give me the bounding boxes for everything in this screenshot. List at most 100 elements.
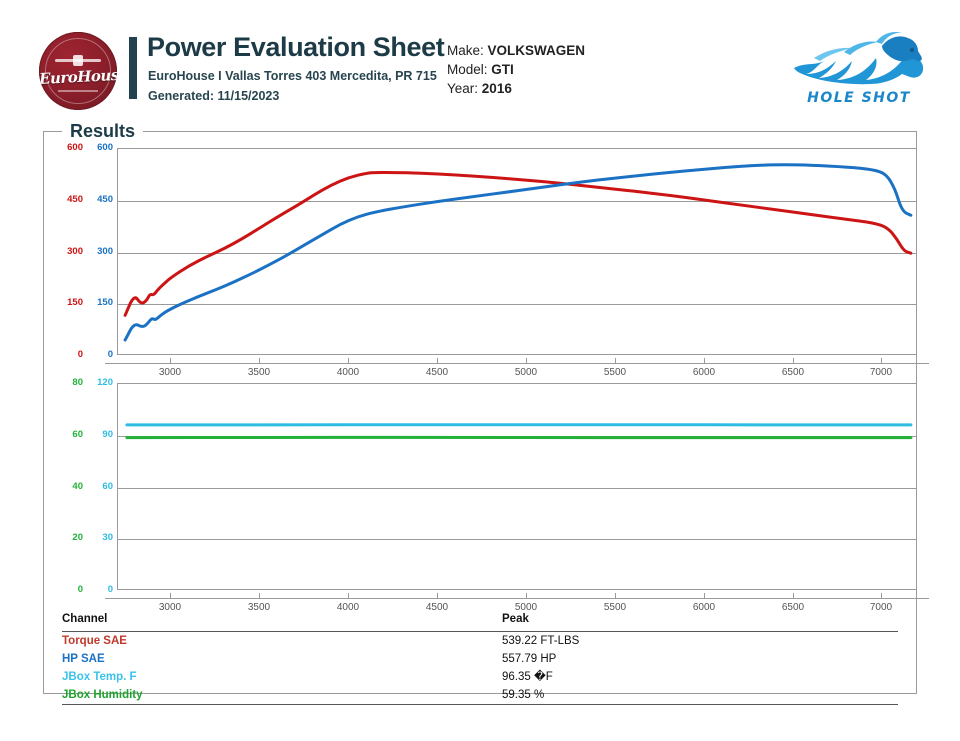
x-tick-label: 3000 — [158, 602, 182, 613]
y-tick-label: 450 — [67, 194, 83, 205]
series-line — [123, 171, 913, 317]
y-tick-label: 150 — [67, 297, 83, 308]
table-row: JBox Humidity 59.35 % — [62, 686, 898, 705]
y-tick-label: 40 — [72, 481, 83, 492]
series-layer — [125, 423, 913, 440]
x-tick-label: 5000 — [514, 602, 538, 613]
cell-channel: JBox Humidity — [62, 689, 143, 701]
x-tick-label: 7000 — [869, 367, 893, 378]
x-tick-mark — [437, 358, 438, 364]
x-tick-label: 4000 — [336, 602, 360, 613]
x-tick-mark — [704, 593, 705, 599]
y-tick-label: 120 — [97, 377, 113, 388]
x-tick-label: 5500 — [603, 367, 627, 378]
generated-date: Generated: 11/15/2023 — [148, 89, 280, 103]
gridline — [118, 539, 916, 540]
gridline — [118, 304, 916, 305]
table-row: HP SAE 557.79 HP — [62, 650, 898, 668]
logo-bar-top — [55, 55, 101, 66]
channel-peak-table: Channel Peak Torque SAE 539.22 FT-LBS HP S… — [62, 610, 898, 705]
series-layer — [123, 163, 913, 342]
y-tick-label: 600 — [67, 142, 83, 153]
shop-address: EuroHouse I Vallas Torres 403 Mercedita,… — [148, 69, 437, 83]
holeshot-wordmark: HOLE SHOT — [807, 90, 911, 106]
x-tick-label: 3500 — [247, 367, 271, 378]
holeshot-logo: HOLE SHOT — [790, 28, 928, 108]
vehicle-year-row: Year: 2016 — [447, 79, 585, 98]
x-tick-mark — [170, 593, 171, 599]
x-tick-mark — [881, 358, 882, 364]
y-tick-label: 0 — [77, 349, 83, 360]
y-tick-label: 60 — [72, 429, 83, 440]
x-tick-label: 6500 — [781, 602, 805, 613]
x-tick-label: 6500 — [781, 367, 805, 378]
vehicle-model-value: GTI — [491, 62, 514, 77]
x-tick-label: 5000 — [514, 367, 538, 378]
vehicle-year-value: 2016 — [481, 81, 512, 96]
x-tick-mark — [259, 358, 260, 364]
series-line — [123, 163, 913, 342]
plot-area — [117, 383, 917, 590]
x-tick-mark — [615, 593, 616, 599]
x-tick-label: 4000 — [336, 367, 360, 378]
y-tick-label: 300 — [67, 246, 83, 257]
y-tick-label: 0 — [107, 349, 113, 360]
logo-ring — [45, 38, 111, 104]
cell-channel: HP SAE — [62, 653, 105, 665]
table-header-row: Channel Peak — [62, 610, 898, 632]
horse-flame-icon — [794, 32, 924, 85]
y-tick-label: 60 — [102, 481, 113, 492]
temp-humidity-chart: 0 20 40 60 80 0 30 60 90 120 3000 3500 4000 4500 5000 5… — [43, 375, 929, 613]
title-accent-bar — [129, 37, 137, 99]
power-torque-chart: 0 150 300 450 600 0 150 300 450 600 3000 3500 4000 45… — [43, 140, 929, 378]
y-tick-label: 90 — [102, 429, 113, 440]
table-row: Torque SAE 539.22 FT-LBS — [62, 632, 898, 650]
x-tick-mark — [259, 593, 260, 599]
x-tick-label: 4500 — [425, 602, 449, 613]
x-tick-mark — [526, 593, 527, 599]
cell-channel: JBox Temp. F — [62, 671, 137, 683]
gridline — [118, 488, 916, 489]
x-tick-mark — [526, 358, 527, 364]
x-tick-label: 6000 — [692, 602, 716, 613]
cell-peak: 59.35 % — [502, 689, 545, 701]
y-tick-label: 0 — [107, 584, 113, 595]
x-tick-mark — [793, 593, 794, 599]
table-row: JBox Temp. F 96.35 �F — [62, 668, 898, 686]
page-title: Power Evaluation Sheet — [147, 32, 445, 62]
vehicle-info: Make: VOLKSWAGEN Model: GTI Year: 2016 — [447, 41, 585, 98]
vehicle-model-row: Model: GTI — [447, 60, 585, 79]
y-tick-label: 80 — [72, 377, 83, 388]
th-channel: Channel — [62, 613, 108, 625]
vehicle-make-value: VOLKSWAGEN — [487, 43, 586, 58]
x-tick-mark — [793, 358, 794, 364]
y-tick-label: 450 — [97, 194, 113, 205]
th-peak: Peak — [502, 613, 529, 625]
x-tick-label: 6000 — [692, 367, 716, 378]
logo-bar-bottom — [58, 90, 98, 92]
x-tick-mark — [704, 358, 705, 364]
y-tick-label: 0 — [77, 584, 83, 595]
vehicle-year-label: Year: — [447, 81, 479, 96]
x-tick-label: 4500 — [425, 367, 449, 378]
y-tick-label: 30 — [102, 532, 113, 543]
x-tick-label: 5500 — [603, 602, 627, 613]
x-tick-label: 3000 — [158, 367, 182, 378]
vehicle-make-label: Make: — [447, 43, 484, 58]
x-tick-mark — [881, 593, 882, 599]
x-tick-mark — [348, 358, 349, 364]
gridline — [118, 253, 916, 254]
gridline — [118, 201, 916, 202]
y-tick-label: 20 — [72, 532, 83, 543]
eurohouse-logo: EuroHouse — [39, 32, 117, 110]
x-axis-line — [105, 598, 929, 599]
plot-area — [117, 148, 917, 355]
x-axis-line — [105, 363, 929, 364]
document-header: EuroHouse Power Evaluation Sheet EuroHou… — [0, 0, 960, 118]
y-tick-label: 300 — [97, 246, 113, 257]
cell-peak: 539.22 FT-LBS — [502, 635, 580, 647]
cell-peak: 96.35 �F — [502, 671, 553, 683]
y-tick-label: 150 — [97, 297, 113, 308]
table-body: Torque SAE 539.22 FT-LBS HP SAE 557.79 HP JB… — [62, 632, 898, 705]
x-tick-mark — [348, 593, 349, 599]
